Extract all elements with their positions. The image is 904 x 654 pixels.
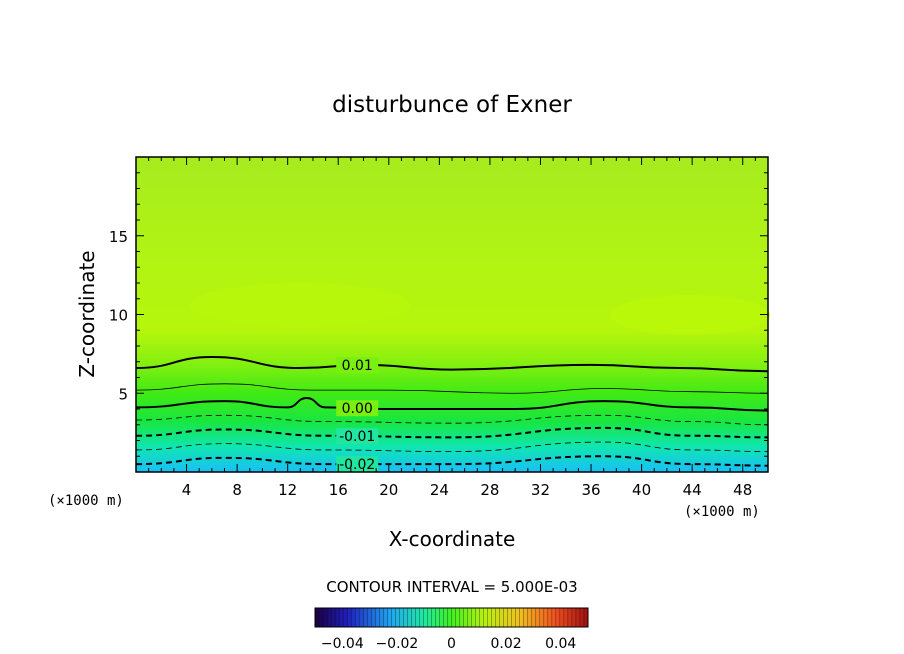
x-tick-label: 48 (733, 481, 752, 499)
contour-label: 0.01 (342, 358, 373, 374)
x-tick-label: 4 (182, 481, 192, 499)
x-tick-label: 32 (531, 481, 550, 499)
contour-line (135, 356, 769, 373)
contour-label: 0.00 (342, 401, 373, 417)
x-tick-label: 28 (480, 481, 499, 499)
x-tick-label: 20 (379, 481, 398, 499)
colorbar-tick-label: 0 (447, 636, 456, 652)
x-tick-label: 40 (632, 481, 651, 499)
x-tick-label: 36 (581, 481, 600, 499)
colorbar-tick-label: 0.02 (491, 636, 522, 652)
colorbar-tick-label: 0.04 (545, 636, 576, 652)
contour-label-bg (336, 357, 379, 374)
x-tick-label: 24 (430, 481, 449, 499)
contour-labels: 0.01 0.00 -0.01 -0.02 (336, 357, 379, 473)
chart-title: disturbunce of Exner (332, 92, 572, 118)
x-tick-label: 16 (329, 481, 348, 499)
contour-line (135, 383, 769, 394)
y-axis-ticks: 5 10 15 (109, 172, 768, 457)
x-tick-label: 12 (278, 481, 297, 499)
plot-highlight-right (610, 295, 770, 335)
colorbar-tick-label: −0.02 (375, 636, 418, 652)
y-axis-label: Z-coordinate (75, 250, 99, 377)
x-tick-label: 8 (232, 481, 242, 499)
x-axis-ticks: 4 8 12 16 20 24 28 32 36 40 44 48 (148, 157, 756, 499)
colorbar-stripes (318, 608, 585, 627)
y-tick-label: 15 (109, 228, 128, 246)
colorbar-tick-label: −0.04 (321, 636, 364, 652)
colorbar-ticks: −0.04 −0.02 0 0.02 0.04 (321, 636, 577, 652)
contour-label-bg (336, 456, 379, 473)
contour-label: -0.02 (339, 457, 375, 473)
x-axis-label: X-coordinate (389, 527, 516, 551)
contour-label-bg (336, 400, 379, 417)
contour-label-bg (336, 428, 379, 445)
y-tick-label: 10 (109, 307, 128, 325)
x-tick-label: 44 (683, 481, 702, 499)
y-tick-label: 5 (118, 385, 128, 403)
x-unit-right: (×1000 m) (684, 504, 760, 520)
plot-highlight-left (190, 283, 410, 327)
contour-label: -0.01 (339, 429, 375, 445)
contour-interval-text: CONTOUR INTERVAL = 5.000E-03 (326, 578, 577, 596)
x-unit-left: (×1000 m) (48, 493, 124, 509)
